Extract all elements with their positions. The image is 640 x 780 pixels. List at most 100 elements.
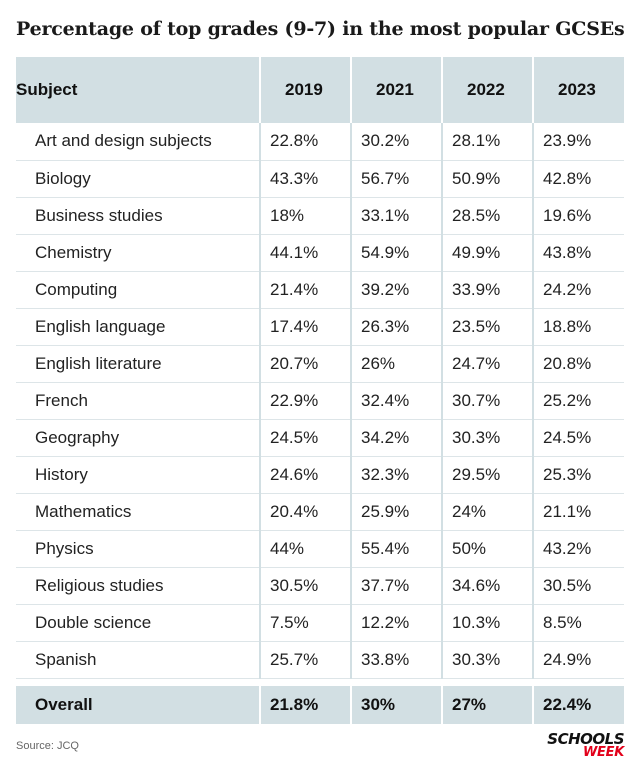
- value-cell: 24.9%: [533, 641, 624, 679]
- spacer-cell: [16, 678, 624, 686]
- overall-value-cell: 22.4%: [543, 695, 592, 714]
- value-cell: 24.2%: [533, 271, 624, 309]
- value-cell: 20.7%: [260, 345, 352, 383]
- value-cell: 28.5%: [442, 197, 534, 235]
- subject-cell: Biology: [16, 160, 261, 198]
- value-cell: 32.4%: [351, 382, 443, 420]
- value-cell: 34.2%: [351, 419, 443, 457]
- value-cell: 18%: [260, 197, 352, 235]
- value-cell: 19.6%: [533, 197, 624, 235]
- table-row: French 22.9% 32.4% 30.7% 25.2%: [16, 382, 624, 420]
- value-cell: 21.1%: [533, 493, 624, 531]
- subject-cell: French: [16, 382, 261, 420]
- table-row: Mathematics 20.4% 25.9% 24% 21.1%: [16, 493, 624, 531]
- value-cell: 20.4%: [260, 493, 352, 531]
- value-cell: 12.2%: [351, 604, 443, 642]
- subject-cell: Art and design subjects: [16, 123, 261, 161]
- value-cell: 30.5%: [260, 567, 352, 605]
- value-cell: 33.9%: [442, 271, 534, 309]
- value-cell: 26%: [351, 345, 443, 383]
- logo-line-schools: SCHOOLS: [547, 730, 624, 748]
- column-header-2022: 2022: [442, 57, 534, 123]
- subject-cell: Religious studies: [16, 567, 261, 605]
- subject-cell: Business studies: [16, 197, 261, 235]
- value-cell: 22.8%: [260, 123, 352, 161]
- overall-value-cell: 30%: [351, 686, 443, 724]
- schools-week-logo: SCHOOLS WEEK: [547, 730, 624, 760]
- value-cell: 20.8%: [533, 345, 624, 383]
- subject-cell: English language: [16, 308, 261, 346]
- table-row: Religious studies 30.5% 37.7% 34.6% 30.5%: [16, 567, 624, 605]
- table-row: Spanish 25.7% 33.8% 30.3% 24.9%: [16, 641, 624, 679]
- value-cell: 22.9%: [260, 382, 352, 420]
- value-cell: 24.5%: [260, 419, 352, 457]
- value-cell: 10.3%: [442, 604, 534, 642]
- subject-cell: Spanish: [16, 641, 261, 679]
- value-cell: 23.5%: [442, 308, 534, 346]
- overall-label-cell: Overall: [16, 686, 261, 724]
- table-row: History 24.6% 32.3% 29.5% 25.3%: [16, 456, 624, 494]
- subject-cell: Geography: [16, 419, 261, 457]
- value-cell: 29.5%: [442, 456, 534, 494]
- table-row: Computing 21.4% 39.2% 33.9% 24.2%: [16, 271, 624, 309]
- column-header-2019: 2019: [260, 57, 352, 123]
- table-spacer: [16, 678, 624, 686]
- table-row: English language 17.4% 26.3% 23.5% 18.8%: [16, 308, 624, 346]
- logo-line-week: WEEK: [583, 744, 624, 760]
- value-cell: 28.1%: [442, 123, 534, 161]
- subject-cell: Mathematics: [16, 493, 261, 531]
- value-cell: 34.6%: [442, 567, 534, 605]
- value-cell: 17.4%: [260, 308, 352, 346]
- value-cell: 39.2%: [351, 271, 443, 309]
- grades-table: Subject 2019 2021 2022 2023 Art and desi…: [16, 57, 624, 724]
- table-body: Art and design subjects 22.8% 30.2% 28.1% 23…: [16, 123, 624, 724]
- overall-row: Overall 21.8% 30% 27% 22.4%: [16, 686, 624, 724]
- subject-cell: Double science: [16, 604, 261, 642]
- value-cell: 56.7%: [351, 160, 443, 198]
- value-cell: 25.9%: [351, 493, 443, 531]
- value-cell: 37.7%: [351, 567, 443, 605]
- value-cell: 8.5%: [533, 604, 624, 642]
- value-cell: 24.5%: [533, 419, 624, 457]
- value-cell: 21.4%: [260, 271, 352, 309]
- table-row: Physics 44% 55.4% 50% 43.2%: [16, 530, 624, 568]
- subject-cell: Chemistry: [16, 234, 261, 272]
- value-cell: 24.6%: [260, 456, 352, 494]
- table-row: Geography 24.5% 34.2% 30.3% 24.5%: [16, 419, 624, 457]
- value-cell: 30.7%: [442, 382, 534, 420]
- value-cell: 25.3%: [533, 456, 624, 494]
- value-cell: 42.8%: [533, 160, 624, 198]
- overall-value-cell: 27%: [442, 686, 534, 724]
- value-cell: 33.1%: [351, 197, 443, 235]
- overall-value-cell: 21.8%: [260, 686, 352, 724]
- table-row: English literature 20.7% 26% 24.7% 20.8%: [16, 345, 624, 383]
- column-header-2021: 2021: [351, 57, 443, 123]
- column-header-subject: Subject: [16, 57, 261, 123]
- value-cell: 43.8%: [533, 234, 624, 272]
- table-row: Double science 7.5% 12.2% 10.3% 8.5%: [16, 604, 624, 642]
- source-note: Source: JCQ: [16, 740, 79, 752]
- value-cell: 25.7%: [260, 641, 352, 679]
- value-cell: 25.2%: [533, 382, 624, 420]
- table-row: Business studies 18% 33.1% 28.5% 19.6%: [16, 197, 624, 235]
- table-row: Chemistry 44.1% 54.9% 49.9% 43.8%: [16, 234, 624, 272]
- value-cell: 43.2%: [533, 530, 624, 568]
- subject-cell: Physics: [16, 530, 261, 568]
- value-cell: 24%: [442, 493, 534, 531]
- value-cell: 18.8%: [533, 308, 624, 346]
- subject-cell: English literature: [16, 345, 261, 383]
- table-row: Biology 43.3% 56.7% 50.9% 42.8%: [16, 160, 624, 198]
- value-cell: 54.9%: [351, 234, 443, 272]
- value-cell: 30.3%: [442, 641, 534, 679]
- chart-title: Percentage of top grades (9-7) in the mo…: [16, 18, 625, 40]
- value-cell: 50.9%: [442, 160, 534, 198]
- column-header-2023: 2023: [558, 80, 596, 99]
- value-cell: 43.3%: [260, 160, 352, 198]
- subject-cell: Computing: [16, 271, 261, 309]
- value-cell: 33.8%: [351, 641, 443, 679]
- value-cell: 30.2%: [351, 123, 443, 161]
- value-cell: 7.5%: [260, 604, 352, 642]
- value-cell: 30.5%: [533, 567, 624, 605]
- value-cell: 55.4%: [351, 530, 443, 568]
- value-cell: 24.7%: [442, 345, 534, 383]
